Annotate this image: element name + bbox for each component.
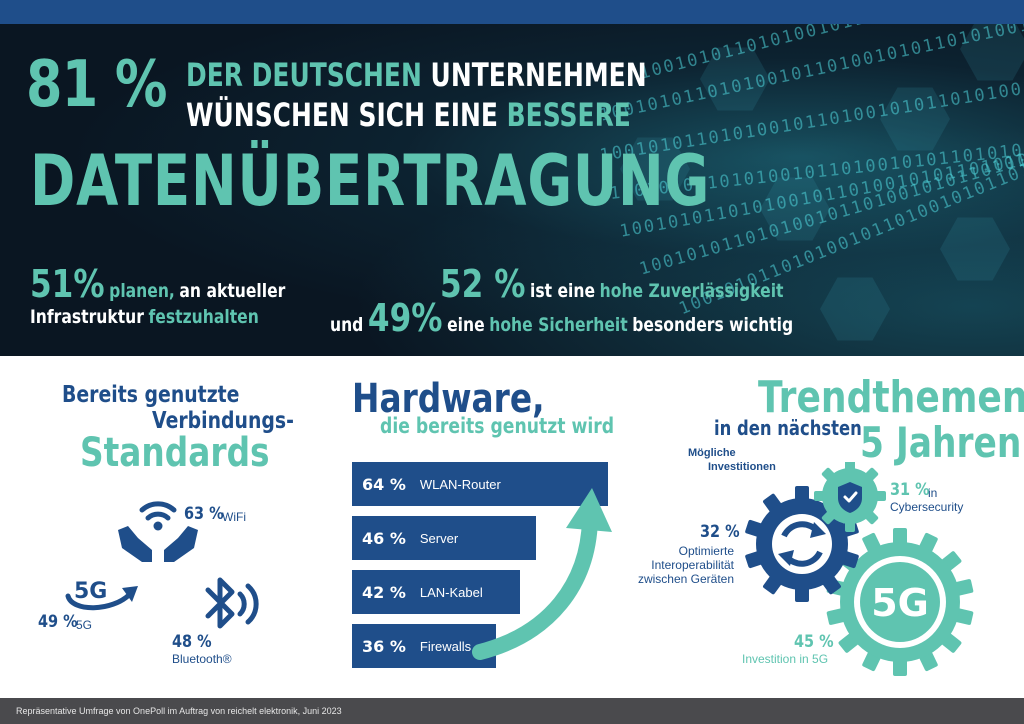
hardware-bar-percent: 64 % <box>362 474 406 494</box>
headline-line-2: WÜNSCHEN SICH EINE BESSERE <box>186 96 631 134</box>
stat-right-text-2b: hohe Sicherheit <box>489 314 628 336</box>
hexagon-decoration <box>620 137 690 201</box>
bluetooth-icon <box>205 577 259 629</box>
standards-title-main: Standards <box>80 430 270 476</box>
trends-subtitle-a: in den nächsten <box>714 416 862 440</box>
headline-percent: 81 % <box>26 48 167 122</box>
cyber-label-a: in <box>928 486 938 500</box>
top-strip <box>0 0 1024 24</box>
hexagon-decoration <box>760 177 830 241</box>
headline-line-1-teal: DER DEUTSCHEN <box>186 56 422 94</box>
interop-label-b: Interoperabilität <box>651 558 734 572</box>
stat-right-text-1a: ist eine <box>530 280 596 302</box>
hardware-bar-percent: 36 % <box>362 636 406 656</box>
big-teal-gear: 5G <box>826 528 974 676</box>
stat-left-text-a: planen, <box>109 280 175 302</box>
hexagon-decoration <box>820 277 890 341</box>
headline-main: DATENÜBERTRAGUNG <box>30 140 711 222</box>
interop-percent: 32 % <box>700 522 740 542</box>
stat-left-line-2: Infrastruktur festzuhalten <box>30 306 259 328</box>
stat-left-text-c: Infrastruktur <box>30 306 144 328</box>
trends-subtitle-b: 5 Jahren <box>860 418 1022 467</box>
trends-note-line-2: Investitionen <box>708 461 776 473</box>
bluetooth-label: Bluetooth® <box>172 652 232 666</box>
stat-right-prefix: und <box>330 314 364 336</box>
standards-title-line-2: Verbindungs- <box>152 408 294 434</box>
hardware-bar: 36 % Firewalls <box>352 624 496 668</box>
headline-line-2-white: WÜNSCHEN SICH EINE <box>186 96 498 134</box>
stat-left-percent: 51% <box>30 262 105 306</box>
stat-right-line-1: 52 % ist eine hohe Zuverlässigkeit <box>440 262 784 306</box>
hardware-bar: 42 % LAN-Kabel <box>352 570 520 614</box>
stat-left-text-b: an aktueller <box>179 280 286 302</box>
growth-arrow-icon <box>472 488 612 660</box>
interop-label: Optimierte Interoperabilität zwischen Ge… <box>624 544 734 586</box>
small-teal-gear <box>814 462 886 532</box>
5g-icon-text: 5G <box>74 579 107 604</box>
wifi-label: WiFi <box>222 510 246 524</box>
trends-note-line-1: Mögliche <box>688 447 736 459</box>
stat-right-text-2c: besonders wichtig <box>632 314 794 336</box>
hardware-title: Hardware, <box>352 376 545 422</box>
interop-label-c: zwischen Geräten <box>637 572 734 586</box>
5g-invest-label: Investition in 5G <box>742 652 829 666</box>
stat-left-text-d: festzuhalten <box>148 306 259 328</box>
5g-percent: 49 % <box>38 612 78 632</box>
hardware-bar-label: Server <box>419 530 459 546</box>
wifi-percent: 63 % <box>184 504 224 524</box>
trends-title: Trendthemen <box>758 372 1024 423</box>
interop-label-a: Optimierte <box>678 544 734 558</box>
headline-line-1: DER DEUTSCHEN UNTERNEHMEN <box>186 56 647 94</box>
stat-right-line-2: und 49% eine hohe Sicherheit besonders w… <box>330 296 793 340</box>
cyber-percent: 31 % <box>890 480 930 500</box>
5g-arrow-icon: 5G <box>65 579 138 611</box>
cyber-label-b: Cybersecurity <box>890 500 964 514</box>
trends-note: Mögliche Investitionen <box>688 446 776 474</box>
5g-gear-text: 5G <box>871 581 929 625</box>
hardware-bar-label: WLAN-Router <box>419 476 501 492</box>
hero-glow <box>0 24 1024 356</box>
hardware-bar-percent: 42 % <box>362 582 406 602</box>
5g-label: 5G <box>76 618 93 632</box>
hardware-bar-label: Firewalls <box>419 638 472 654</box>
hero-banner: 1001010110101001011010010101101010010110… <box>0 24 1024 356</box>
hardware-bar-percent: 46 % <box>362 528 406 548</box>
hexagon-decoration <box>940 217 1010 281</box>
bluetooth-percent: 48 % <box>172 632 212 652</box>
wifi-hands-icon <box>118 501 198 562</box>
stat-left-line-1: 51% planen, an aktueller <box>30 262 285 306</box>
hexagon-decoration <box>700 47 770 111</box>
stat-right-percent-1: 52 % <box>440 262 526 306</box>
hexagon-decoration <box>880 87 950 151</box>
hardware-bar: 64 % WLAN-Router <box>352 462 608 506</box>
stat-right-text-1b: hohe Zuverlässigkeit <box>599 280 784 302</box>
headline-line-1-white: UNTERNEHMEN <box>430 56 647 94</box>
hardware-subtitle: die bereits genutzt wird <box>380 414 615 438</box>
hardware-bar: 46 % Server <box>352 516 536 560</box>
headline-line-2-teal: BESSERE <box>506 96 631 134</box>
5g-invest-percent: 45 % <box>794 632 834 652</box>
stat-right-text-2a: eine <box>447 314 485 336</box>
footer-source: Repräsentative Umfrage von OnePoll im Au… <box>0 698 1024 724</box>
hardware-bar-label: LAN-Kabel <box>419 584 483 600</box>
standards-title-line-1: Bereits genutzte <box>62 382 240 408</box>
stat-right-percent-2: 49% <box>367 296 443 340</box>
gears-graphic: 5G <box>745 462 974 676</box>
